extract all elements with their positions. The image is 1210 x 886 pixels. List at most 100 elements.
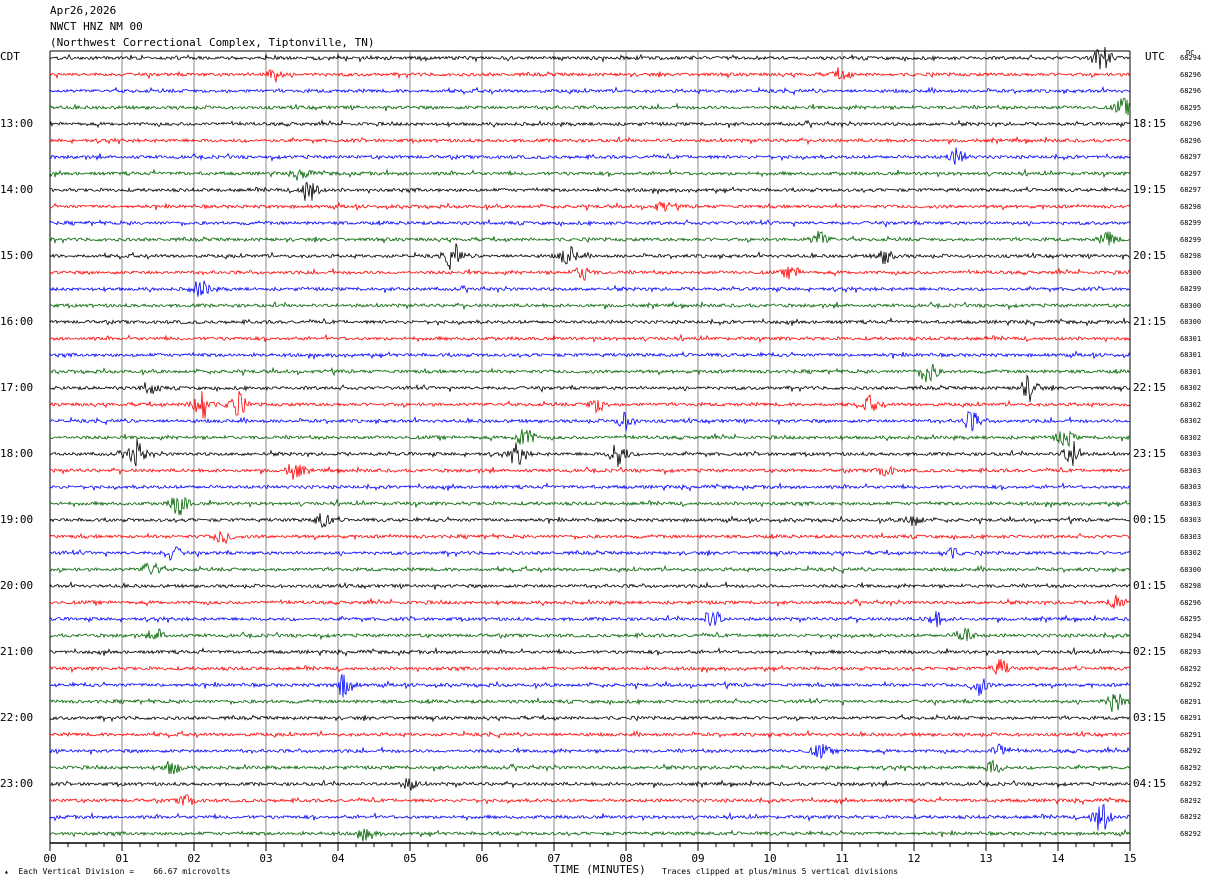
right-hour-label: 20:15	[1133, 249, 1167, 262]
left-hour-label: 22:00	[0, 711, 34, 724]
dc-offset-label: 68299	[1180, 285, 1202, 293]
x-tick-label: 07	[547, 852, 561, 865]
x-tick-label: 09	[691, 852, 705, 865]
seismic-trace-row	[49, 481, 1131, 492]
seismic-trace-row	[49, 713, 1131, 723]
seismic-trace-row	[49, 438, 1131, 467]
seismic-trace-row	[49, 181, 1131, 201]
dc-offset-label: 68292	[1180, 664, 1202, 673]
left-hour-label: 17:00	[0, 381, 34, 394]
left-timezone-label: CDT	[0, 50, 20, 63]
dc-offset-label: 68303	[1180, 499, 1202, 508]
dc-header-label: DC	[1186, 49, 1195, 57]
dc-offset-label: 68296	[1180, 120, 1202, 128]
dc-offset-label: 68292	[1180, 747, 1202, 755]
dc-offset-label: 68299	[1180, 219, 1202, 227]
right-hour-label: 03:15	[1133, 711, 1167, 724]
dc-offset-label: 68291	[1180, 730, 1202, 739]
dc-offset-label: 68296	[1180, 87, 1202, 95]
dc-offset-label: 68299	[1180, 235, 1202, 244]
seismic-trace-row	[49, 828, 1131, 842]
grid-lines	[49, 50, 1131, 843]
dc-offset-label: 68301	[1180, 367, 1202, 376]
x-tick-label: 08	[619, 852, 633, 865]
dc-offset-label: 68292	[1180, 829, 1202, 838]
seismic-trace-row	[49, 659, 1131, 675]
dc-offset-label: 68302	[1180, 549, 1202, 557]
seismic-trace-row	[49, 350, 1131, 361]
seismic-trace-row	[49, 168, 1131, 181]
dc-offset-label: 68300	[1180, 318, 1202, 326]
seismic-trace-row	[49, 46, 1131, 70]
seismic-trace-row	[49, 759, 1131, 775]
seismic-trace-row	[49, 513, 1131, 528]
seismic-trace-row	[49, 497, 1131, 516]
dc-offset-label: 68297	[1180, 169, 1202, 178]
seismic-trace-row	[49, 546, 1131, 561]
seismic-trace-row	[49, 200, 1131, 212]
dc-offset-label: 68294	[1180, 631, 1202, 640]
left-hour-label: 15:00	[0, 249, 34, 262]
seismic-trace-row	[49, 610, 1131, 628]
x-tick-label: 04	[331, 852, 345, 865]
seismic-trace-row	[49, 646, 1131, 657]
dc-offset-label: 68303	[1180, 450, 1202, 458]
time-axis	[49, 842, 1131, 851]
x-tick-label: 11	[835, 852, 849, 865]
seismic-trace-row	[49, 562, 1131, 576]
x-tick-label: 13	[979, 852, 993, 865]
seismic-trace-row	[49, 218, 1131, 228]
left-hour-label: 23:00	[0, 777, 34, 790]
seismic-trace-row	[49, 729, 1131, 740]
dc-offset-label: 68300	[1180, 301, 1202, 310]
dc-offset-label: 68303	[1180, 483, 1202, 491]
x-tick-label: 03	[259, 852, 273, 865]
dc-offset-label: 68295	[1180, 615, 1202, 623]
right-hour-label: 01:15	[1133, 579, 1167, 592]
seismic-trace-row	[49, 280, 1131, 297]
x-tick-label: 10	[763, 852, 777, 865]
dc-offset-label: 68302	[1180, 384, 1202, 392]
dc-offset-label: 68293	[1180, 648, 1202, 656]
x-tick-label: 06	[475, 852, 489, 865]
left-hour-label: 20:00	[0, 579, 34, 592]
dc-offset-label: 68291	[1180, 697, 1202, 706]
x-tick-label: 01	[115, 852, 129, 865]
dc-offset-label: 68291	[1180, 714, 1202, 722]
dc-offset-label: 68295	[1180, 103, 1202, 112]
seismic-trace-row	[49, 429, 1131, 448]
seismic-trace-row	[49, 135, 1131, 146]
dc-offset-label: 68292	[1180, 681, 1202, 689]
seismic-trace-row	[49, 333, 1131, 344]
dc-offset-label: 68301	[1180, 334, 1202, 343]
seismic-trace-row	[49, 463, 1130, 480]
seismic-traces	[49, 46, 1131, 842]
seismic-trace-row	[49, 743, 1130, 760]
dc-offset-label: 68298	[1180, 252, 1202, 260]
left-hour-label: 18:00	[0, 447, 34, 460]
right-timezone-label: UTC	[1145, 50, 1165, 63]
left-hour-label: 14:00	[0, 183, 34, 196]
dc-offset-label: 68303	[1180, 532, 1202, 541]
right-hour-label: 19:15	[1133, 183, 1167, 196]
x-tick-label: 05	[403, 852, 417, 865]
right-hour-label: 18:15	[1133, 117, 1167, 130]
seismic-trace-row	[50, 147, 1131, 165]
seismic-trace-row	[49, 266, 1131, 281]
footer-clip-note: Traces clipped at plus/minus 5 vertical …	[662, 867, 899, 876]
header-location: (Northwest Correctional Complex, Tiptonv…	[50, 36, 375, 49]
dc-offset-label: 68294	[1180, 54, 1202, 62]
seismic-trace-row	[49, 794, 1131, 806]
x-tick-label: 14	[1051, 852, 1065, 865]
right-hour-label: 22:15	[1133, 381, 1167, 394]
header-station: NWCT HNZ NM 00	[50, 20, 143, 33]
left-hour-label: 19:00	[0, 513, 34, 526]
right-hour-label: 00:15	[1133, 513, 1167, 526]
seismic-trace-row	[49, 230, 1131, 246]
dc-offset-label: 68296	[1180, 598, 1202, 607]
dc-offset-label: 68298	[1180, 582, 1202, 590]
dc-offset-label: 68292	[1180, 763, 1202, 772]
x-tick-label: 00	[43, 852, 57, 865]
seismic-trace-row	[49, 363, 1131, 383]
